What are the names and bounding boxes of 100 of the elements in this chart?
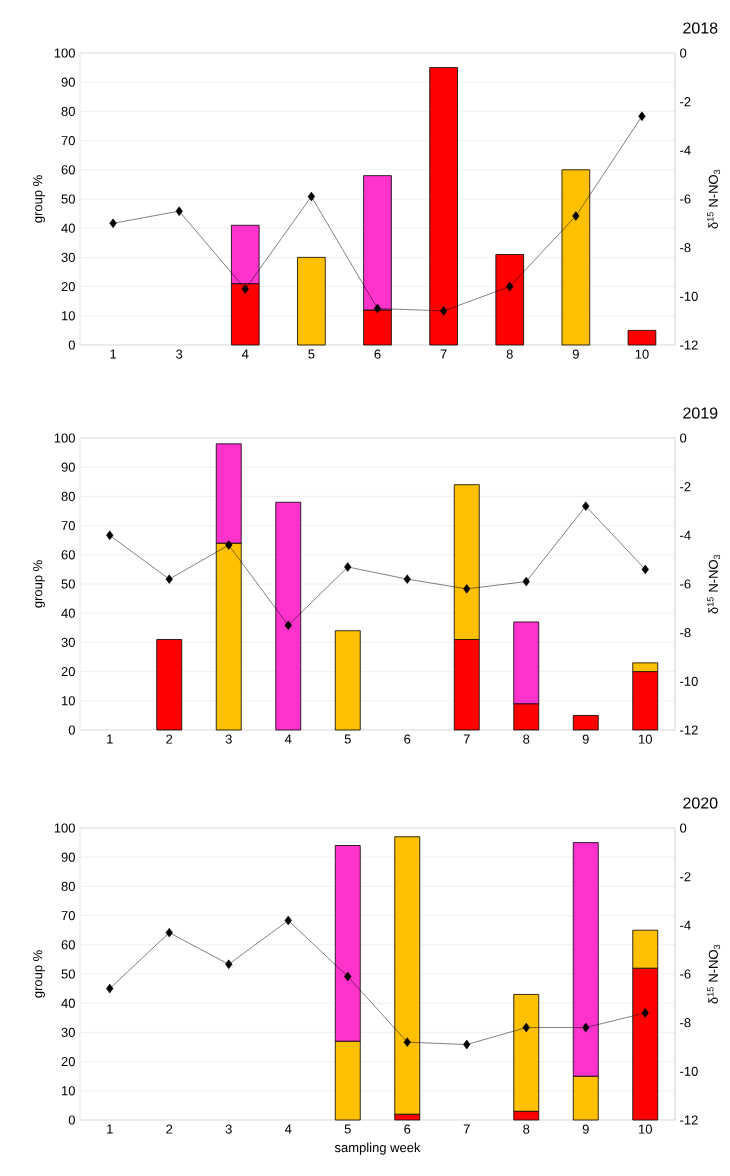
- x-tick-label: 1: [107, 734, 113, 744]
- x-tick-label: 5: [308, 349, 315, 359]
- y-tick-label: 100: [54, 48, 75, 58]
- y-tick-label: 20: [61, 281, 75, 292]
- x-tick-label: 5: [344, 1124, 351, 1134]
- chart-title: 2020: [683, 797, 718, 809]
- x-tick-label: 7: [463, 734, 470, 744]
- point: [373, 303, 382, 314]
- x-tick-label: 8: [523, 734, 530, 744]
- y2-tick-label: -12: [680, 725, 698, 735]
- y2-axis-title: δ$^{15}$ N-NO$_{3}$: [707, 944, 721, 1004]
- y-tick-label: 80: [61, 106, 75, 116]
- point: [225, 540, 233, 550]
- point: [307, 191, 316, 202]
- x-tick-label: 4: [241, 349, 249, 359]
- y-tick-label: 40: [61, 608, 75, 618]
- x-tick-label: 9: [582, 1124, 589, 1134]
- y2-tick-label: -10: [680, 291, 698, 301]
- y-tick-label: 50: [61, 194, 75, 204]
- x-tick-label: 6: [404, 734, 411, 744]
- bar: [627, 329, 657, 346]
- point: [582, 501, 590, 511]
- y-tick-label: 60: [61, 550, 75, 560]
- point: [463, 584, 471, 594]
- point: [165, 927, 173, 938]
- y2-tick-label: -6: [680, 579, 691, 589]
- y2-tick-label: -6: [680, 969, 691, 979]
- y2-tick-label: -10: [680, 1066, 698, 1076]
- y-tick-label: 100: [54, 433, 75, 443]
- y-tick-label: 90: [61, 77, 75, 87]
- y2-tick-label: -2: [680, 872, 691, 882]
- point: [344, 562, 352, 572]
- y2-axis-title: δ$^{15}$ N-NO$_{3}$: [707, 554, 721, 614]
- y-tick-label: 0: [68, 340, 75, 350]
- y2-tick-label: -12: [680, 1115, 698, 1125]
- x-tick-label: 3: [225, 734, 232, 744]
- point: [522, 576, 530, 587]
- bar: [334, 630, 361, 731]
- y-tick-label: 70: [61, 910, 75, 921]
- point: [175, 206, 183, 216]
- y-tick-label: 40: [61, 223, 75, 233]
- point: [106, 983, 114, 994]
- x-tick-label: 6: [404, 1124, 411, 1134]
- y-tick-label: 30: [61, 637, 75, 647]
- x-tick-label: 8: [506, 349, 513, 359]
- point: [641, 1008, 649, 1018]
- x-tick-label: 8: [523, 1124, 530, 1134]
- y2-tick-label: 0: [680, 433, 687, 443]
- point: [572, 211, 580, 221]
- y-tick-label: 20: [61, 1057, 75, 1067]
- point: [106, 530, 114, 541]
- x-tick-label: 9: [572, 349, 579, 359]
- y-axis-title: group %: [33, 175, 45, 223]
- y2-axis-title: δ$^{15}$ N-NO$_{3}$: [707, 169, 721, 229]
- y-tick-label: 70: [61, 520, 75, 531]
- y-axis-title: group %: [33, 560, 45, 608]
- y2-tick-label: -2: [680, 482, 691, 492]
- point: [284, 915, 292, 926]
- point: [403, 574, 411, 584]
- point: [638, 111, 646, 121]
- y2-tick-label: -8: [680, 628, 691, 638]
- point: [582, 1022, 590, 1033]
- y2-tick-label: -4: [680, 530, 691, 540]
- chart-title: 2018: [683, 22, 718, 34]
- bar: [156, 639, 183, 731]
- y-tick-label: 60: [61, 940, 75, 950]
- point: [241, 284, 249, 294]
- y-tick-label: 10: [61, 311, 75, 321]
- y2-tick-label: -6: [680, 194, 691, 204]
- y2-tick-label: 0: [680, 48, 687, 58]
- y-tick-label: 30: [61, 252, 75, 262]
- y2-tick-label: -2: [680, 97, 691, 107]
- y-tick-label: 20: [61, 666, 75, 677]
- x-tick-label: 2: [166, 734, 173, 744]
- point: [641, 564, 649, 575]
- point: [440, 306, 448, 316]
- x-tick-label: 10: [635, 349, 649, 359]
- point: [109, 218, 117, 229]
- x-tick-label: 1: [107, 1124, 113, 1134]
- x-tick-label: 6: [374, 349, 381, 359]
- chart-title: 2019: [683, 407, 718, 419]
- y2-tick-label: -4: [680, 145, 691, 155]
- x-tick-label: 3: [225, 1124, 232, 1134]
- x-tick-label: 10: [639, 1124, 652, 1134]
- y-tick-label: 90: [61, 852, 75, 862]
- y-tick-label: 10: [61, 1086, 75, 1096]
- y-tick-label: 90: [61, 462, 75, 472]
- point: [225, 959, 233, 969]
- y-tick-label: 30: [61, 1027, 75, 1037]
- point: [344, 971, 352, 982]
- point: [463, 1039, 471, 1050]
- y-tick-label: 100: [54, 823, 75, 833]
- y-axis-title: group %: [33, 950, 45, 998]
- x-tick-label: 5: [344, 734, 351, 744]
- y2-tick-label: -10: [680, 676, 698, 686]
- x-tick-label: 7: [440, 349, 447, 359]
- x-tick-label: 4: [284, 734, 292, 744]
- x-tick-label: 4: [284, 1124, 292, 1134]
- x-tick-label: 9: [582, 734, 589, 744]
- y2-tick-label: -4: [680, 920, 691, 930]
